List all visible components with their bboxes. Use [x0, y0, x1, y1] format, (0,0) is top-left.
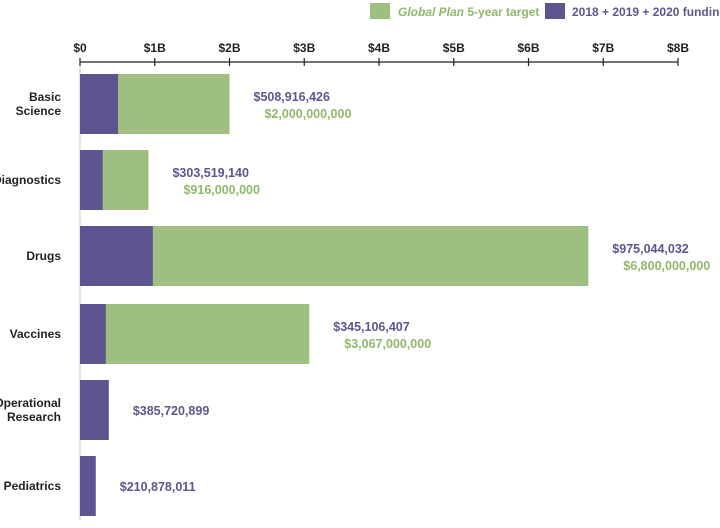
bar-funding	[80, 380, 109, 440]
data-label-funding: $303,519,140	[172, 166, 249, 180]
bar-funding	[80, 226, 153, 286]
category-label: Pediatrics	[4, 479, 62, 493]
x-axis: $0 $1B $2B $3B $4B $5B $6B $7B $8B	[73, 41, 689, 520]
x-tick-label: $8B	[667, 41, 689, 55]
bar-funding	[80, 304, 106, 364]
x-tick-label: $4B	[368, 41, 390, 55]
data-label-funding: $345,106,407	[333, 320, 410, 334]
category-label: Science	[16, 104, 62, 118]
x-tick-label: $3B	[293, 41, 315, 55]
legend-swatch-funding	[545, 3, 565, 19]
legend-label-target-rest: 5-year target	[464, 5, 539, 19]
legend-swatch-target	[370, 3, 390, 19]
x-tick-label: $5B	[443, 41, 465, 55]
x-tick-label: $6B	[517, 41, 539, 55]
bar-funding	[80, 456, 96, 516]
bar-target	[80, 226, 589, 286]
category-label: Basic	[29, 90, 61, 104]
data-label-funding: $975,044,032	[612, 242, 689, 256]
bar-funding	[80, 150, 103, 210]
data-label-funding: $210,878,011	[120, 480, 196, 494]
legend-label-funding: 2018 + 2019 + 2020 funding	[572, 5, 720, 19]
category-label: Diagnostics	[0, 173, 61, 187]
legend-label-target-italic: Global Plan	[398, 5, 464, 19]
bar-funding	[80, 74, 119, 134]
x-tick-label: $7B	[592, 41, 614, 55]
data-label-funding: $385,720,899	[133, 404, 210, 418]
data-label-target: $6,800,000,000	[623, 259, 710, 273]
data-label-funding: $508,916,426	[254, 90, 331, 104]
data-label-target: $3,067,000,000	[344, 337, 431, 351]
category-label: Vaccines	[10, 327, 62, 341]
data-label-target: $2,000,000,000	[265, 107, 352, 121]
legend-label-target: Global Plan 5-year target	[398, 5, 539, 19]
x-tick-label: $0	[73, 41, 87, 55]
bar-target	[80, 304, 310, 364]
category-label: Drugs	[26, 249, 61, 263]
category-label: Operational	[0, 396, 61, 410]
x-tick-label: $2B	[218, 41, 240, 55]
legend: Global Plan 5-year target 2018 + 2019 + …	[370, 3, 720, 19]
bars	[80, 74, 589, 516]
data-label-target: $916,000,000	[183, 183, 260, 197]
x-tick-label: $1B	[144, 41, 166, 55]
category-label: Research	[7, 410, 61, 424]
